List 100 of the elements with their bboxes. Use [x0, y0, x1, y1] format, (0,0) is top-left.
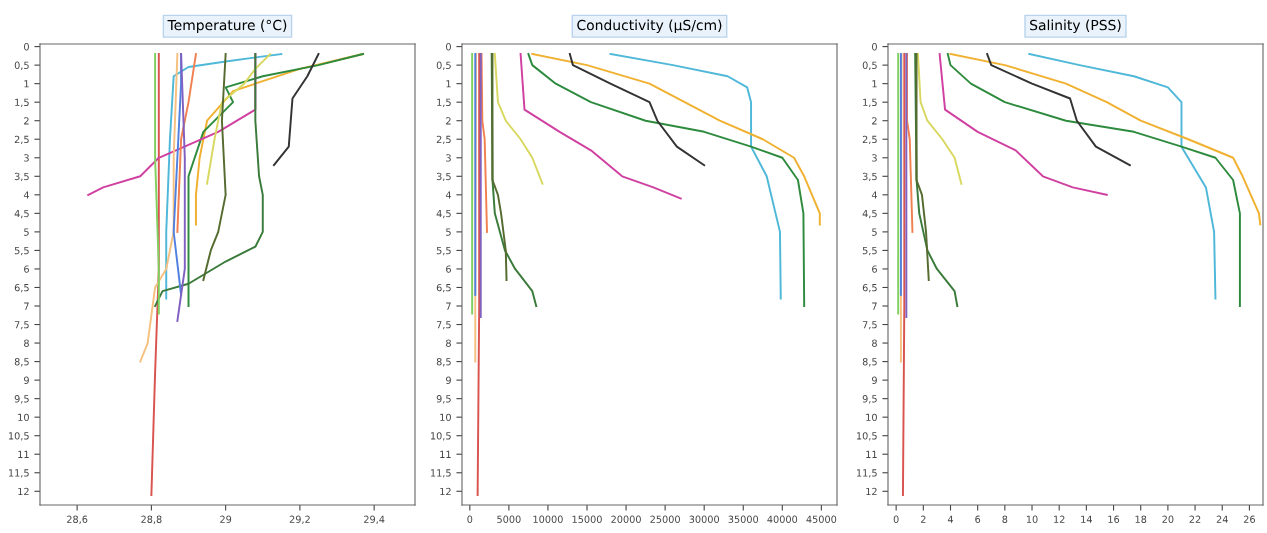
y-tick-label: 0: [24, 43, 29, 51]
y-tick-label: 9: [872, 376, 877, 384]
y-tick-label: 6,5: [862, 283, 877, 293]
y-tick-label: 6: [24, 265, 29, 273]
x-tick-label: 29: [220, 515, 232, 523]
y-tick-label: 12: [18, 487, 29, 495]
x-tick-label: 24: [1216, 515, 1228, 523]
y-tick-label: 7,5: [14, 321, 29, 330]
y-tick-label: 10,5: [431, 432, 451, 441]
y-tick-label: 7,5: [862, 321, 877, 330]
x-tick-label: 28,8: [141, 515, 162, 524]
y-tick-label: 5: [446, 228, 451, 236]
y-tick-label: 4,5: [436, 209, 451, 219]
y-tick-label: 3: [872, 154, 877, 162]
y-tick-label: 7: [24, 302, 29, 310]
x-tick-label: 28,6: [67, 515, 88, 524]
x-tick-label: 20: [1162, 515, 1174, 523]
y-tick-label: 11: [440, 450, 451, 458]
y-tick-label: 8,5: [436, 358, 451, 367]
x-tick-label: 5000: [497, 515, 521, 523]
x-tick-label: 29,4: [364, 515, 385, 524]
y-tick-label: 1: [446, 80, 451, 88]
y-tick-label: 0: [872, 43, 877, 51]
x-tick-label: 30000: [689, 515, 720, 523]
y-tick-label: 4,5: [14, 209, 29, 219]
y-tick-label: 5: [872, 228, 877, 236]
y-tick-label: 2,5: [14, 135, 29, 145]
y-tick-label: 7: [872, 302, 877, 310]
x-tick-label: 10000: [533, 515, 563, 523]
x-tick-label: 29,2: [289, 515, 310, 524]
x-tick-label: 15000: [572, 515, 602, 523]
x-tick-label: 0: [467, 515, 473, 523]
y-tick-label: 1,5: [437, 98, 451, 107]
y-tick-label: 3,5: [14, 172, 29, 182]
y-tick-label: 3,5: [862, 172, 877, 182]
y-tick-label: 9: [24, 376, 29, 384]
y-tick-label: 11: [18, 450, 29, 458]
x-tick-label: 26: [1243, 515, 1255, 523]
y-tick-label: 6: [872, 265, 877, 273]
y-tick-label: 5,5: [14, 247, 29, 256]
x-tick-label: 0: [893, 515, 899, 523]
x-tick-label: 40000: [767, 515, 798, 523]
x-tick-label: 25000: [650, 515, 680, 523]
y-tick-label: 6: [446, 265, 451, 273]
y-tick-label: 3: [446, 154, 451, 162]
y-tick-label: 2: [872, 117, 877, 125]
y-tick-label: 10,5: [9, 432, 29, 441]
chart-title: Conductivity (µS/cm): [577, 19, 722, 33]
y-tick-label: 4: [23, 191, 30, 199]
y-tick-label: 8,5: [862, 358, 877, 367]
x-tick-label: 6: [975, 515, 981, 523]
y-tick-label: 11,5: [431, 469, 451, 478]
y-tick-label: 7: [446, 302, 451, 310]
y-tick-label: 11: [866, 450, 877, 458]
y-tick-label: 8: [446, 339, 451, 347]
y-tick-label: 1: [872, 80, 877, 88]
x-tick-label: 18: [1135, 515, 1147, 523]
x-tick-label: 35000: [728, 515, 759, 523]
y-tick-label: 7,5: [436, 321, 451, 330]
y-tick-label: 10: [866, 413, 877, 421]
x-tick-label: 10: [1026, 515, 1038, 523]
y-tick-label: 6,5: [436, 283, 451, 293]
y-tick-label: 10,5: [857, 432, 877, 441]
y-tick-label: 1,5: [15, 98, 29, 107]
y-tick-label: 3: [24, 154, 29, 162]
y-tick-label: 11,5: [857, 469, 877, 478]
y-tick-label: 10: [18, 413, 29, 421]
chart-title: Salinity (PSS): [1030, 19, 1121, 33]
chart-title: Temperature (°C): [167, 19, 287, 33]
y-tick-label: 8,5: [14, 358, 29, 367]
y-tick-label: 0,5: [862, 61, 877, 70]
y-tick-label: 0,5: [436, 61, 451, 70]
y-tick-label: 8: [24, 339, 29, 347]
y-tick-label: 6,5: [14, 283, 29, 293]
y-tick-label: 5,5: [862, 247, 877, 256]
y-tick-label: 12: [866, 487, 877, 495]
x-tick-label: 22: [1189, 515, 1201, 523]
y-tick-label: 0,5: [14, 61, 29, 70]
y-tick-label: 9,5: [14, 395, 29, 404]
y-tick-label: 11,5: [9, 469, 29, 478]
y-tick-label: 4,5: [862, 209, 877, 219]
x-tick-label: 8: [1002, 515, 1008, 523]
y-tick-label: 5,5: [436, 247, 451, 256]
x-tick-label: 20000: [611, 515, 641, 523]
y-tick-label: 9,5: [862, 395, 877, 404]
y-tick-label: 4: [445, 191, 452, 199]
x-tick-label: 2: [920, 515, 926, 523]
y-tick-label: 8: [872, 339, 877, 347]
y-tick-label: 1: [24, 80, 29, 88]
x-tick-label: 14: [1081, 515, 1093, 523]
y-tick-label: 9,5: [436, 395, 451, 404]
x-tick-label: 45000: [806, 515, 837, 523]
y-tick-label: 2: [446, 117, 451, 125]
y-tick-label: 2,5: [436, 135, 451, 145]
x-tick-label: 12: [1054, 515, 1065, 523]
y-tick-label: 1,5: [863, 98, 877, 107]
y-tick-label: 4: [871, 191, 878, 199]
y-tick-label: 10: [440, 413, 451, 421]
y-tick-label: 12: [440, 487, 451, 495]
y-tick-label: 2,5: [862, 135, 877, 145]
